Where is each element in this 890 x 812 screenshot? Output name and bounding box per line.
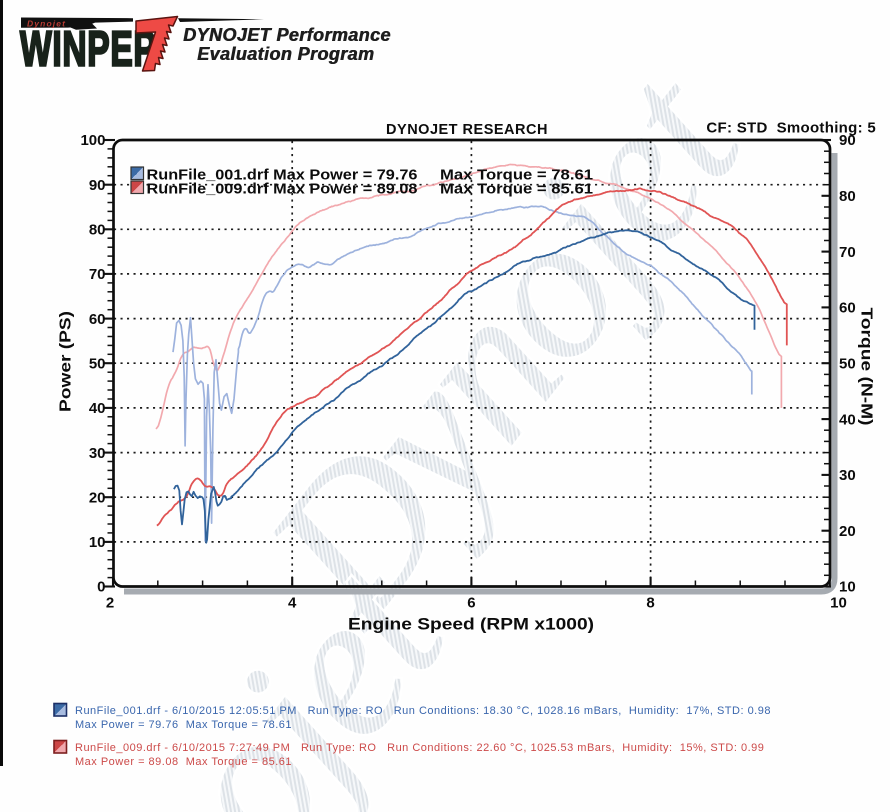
svg-text:90: 90 bbox=[839, 132, 856, 149]
svg-text:RunFile_001.drf Max Power = 79: RunFile_001.drf Max Power = 79.76 bbox=[147, 168, 418, 184]
svg-text:100: 100 bbox=[80, 132, 105, 149]
svg-text:20: 20 bbox=[839, 523, 856, 540]
svg-text:Torque (N-M): Torque (N-M) bbox=[858, 308, 875, 426]
svg-text:Dynojet: Dynojet bbox=[27, 19, 66, 29]
svg-text:10: 10 bbox=[839, 579, 856, 596]
svg-text:CF: STD Smoothing: 5: CF: STD Smoothing: 5 bbox=[706, 120, 876, 137]
svg-text:50: 50 bbox=[839, 355, 856, 372]
svg-text:20: 20 bbox=[89, 489, 106, 506]
svg-text:40: 40 bbox=[89, 400, 106, 417]
svg-text:2: 2 bbox=[106, 595, 114, 612]
svg-text:6: 6 bbox=[467, 595, 475, 612]
svg-text:40: 40 bbox=[839, 411, 856, 428]
svg-text:10: 10 bbox=[830, 595, 847, 612]
svg-text:80: 80 bbox=[839, 188, 856, 205]
svg-text:60: 60 bbox=[839, 300, 856, 317]
svg-text:30: 30 bbox=[839, 467, 856, 484]
svg-text:RunFile_009.drf Max Power = 89: RunFile_009.drf Max Power = 89.08 bbox=[147, 182, 418, 198]
svg-text:0: 0 bbox=[97, 579, 105, 596]
svg-text:DYNOJET RESEARCH: DYNOJET RESEARCH bbox=[386, 122, 548, 138]
svg-text:50: 50 bbox=[89, 355, 106, 372]
svg-text:Engine Speed (RPM x1000): Engine Speed (RPM x1000) bbox=[348, 616, 594, 634]
svg-text:WINPEP: WINPEP bbox=[20, 21, 156, 76]
svg-text:70: 70 bbox=[839, 244, 856, 261]
svg-text:60: 60 bbox=[89, 311, 106, 328]
svg-text:80: 80 bbox=[89, 222, 106, 239]
svg-text:90: 90 bbox=[89, 177, 106, 194]
svg-text:4: 4 bbox=[288, 595, 297, 612]
svg-text:30: 30 bbox=[89, 445, 106, 462]
svg-text:70: 70 bbox=[89, 266, 106, 283]
svg-text:Max Torque = 78.61: Max Torque = 78.61 bbox=[440, 168, 593, 184]
svg-text:Power (PS): Power (PS) bbox=[58, 311, 75, 412]
svg-text:10: 10 bbox=[89, 534, 106, 551]
svg-text:8: 8 bbox=[646, 595, 654, 612]
svg-text:Max Torque = 85.61: Max Torque = 85.61 bbox=[440, 182, 593, 198]
